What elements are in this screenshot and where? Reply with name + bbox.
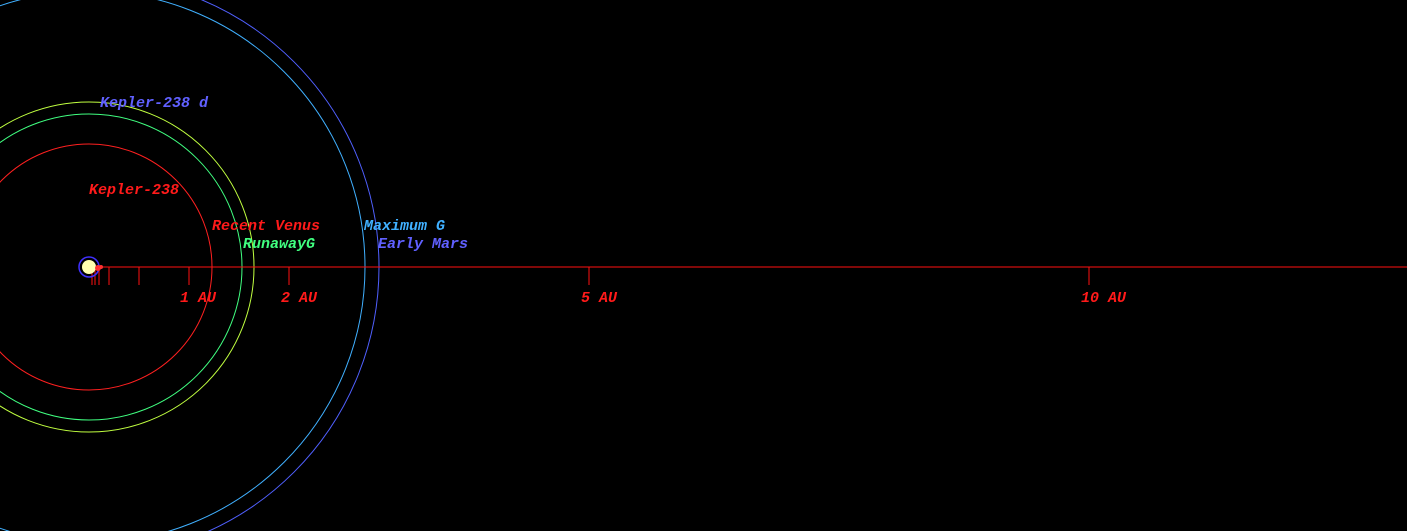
star [82,260,96,274]
zone-label: Early Mars [378,236,468,253]
planet-label: Kepler-238 d [100,95,209,112]
axis-label: 10 AU [1081,290,1127,307]
star-label: Kepler-238 [89,182,179,199]
zone-label: Recent Venus [212,218,320,235]
axis-label: 5 AU [581,290,618,307]
axis-label: 2 AU [281,290,318,307]
zone-label: Maximum G [363,218,445,235]
planet [99,265,103,269]
zone-label: RunawayG [243,236,315,253]
axis-label: 1 AU [180,290,217,307]
